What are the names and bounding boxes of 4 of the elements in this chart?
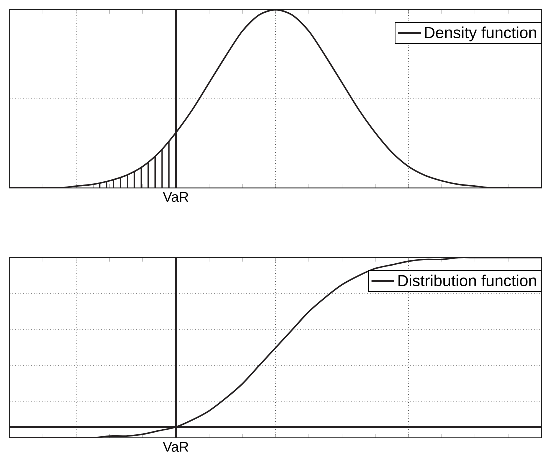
legend-label: Distribution function xyxy=(398,274,536,287)
text: VaR xyxy=(163,442,189,452)
text: VaR xyxy=(163,192,189,202)
legend-label: Density function xyxy=(425,26,536,42)
